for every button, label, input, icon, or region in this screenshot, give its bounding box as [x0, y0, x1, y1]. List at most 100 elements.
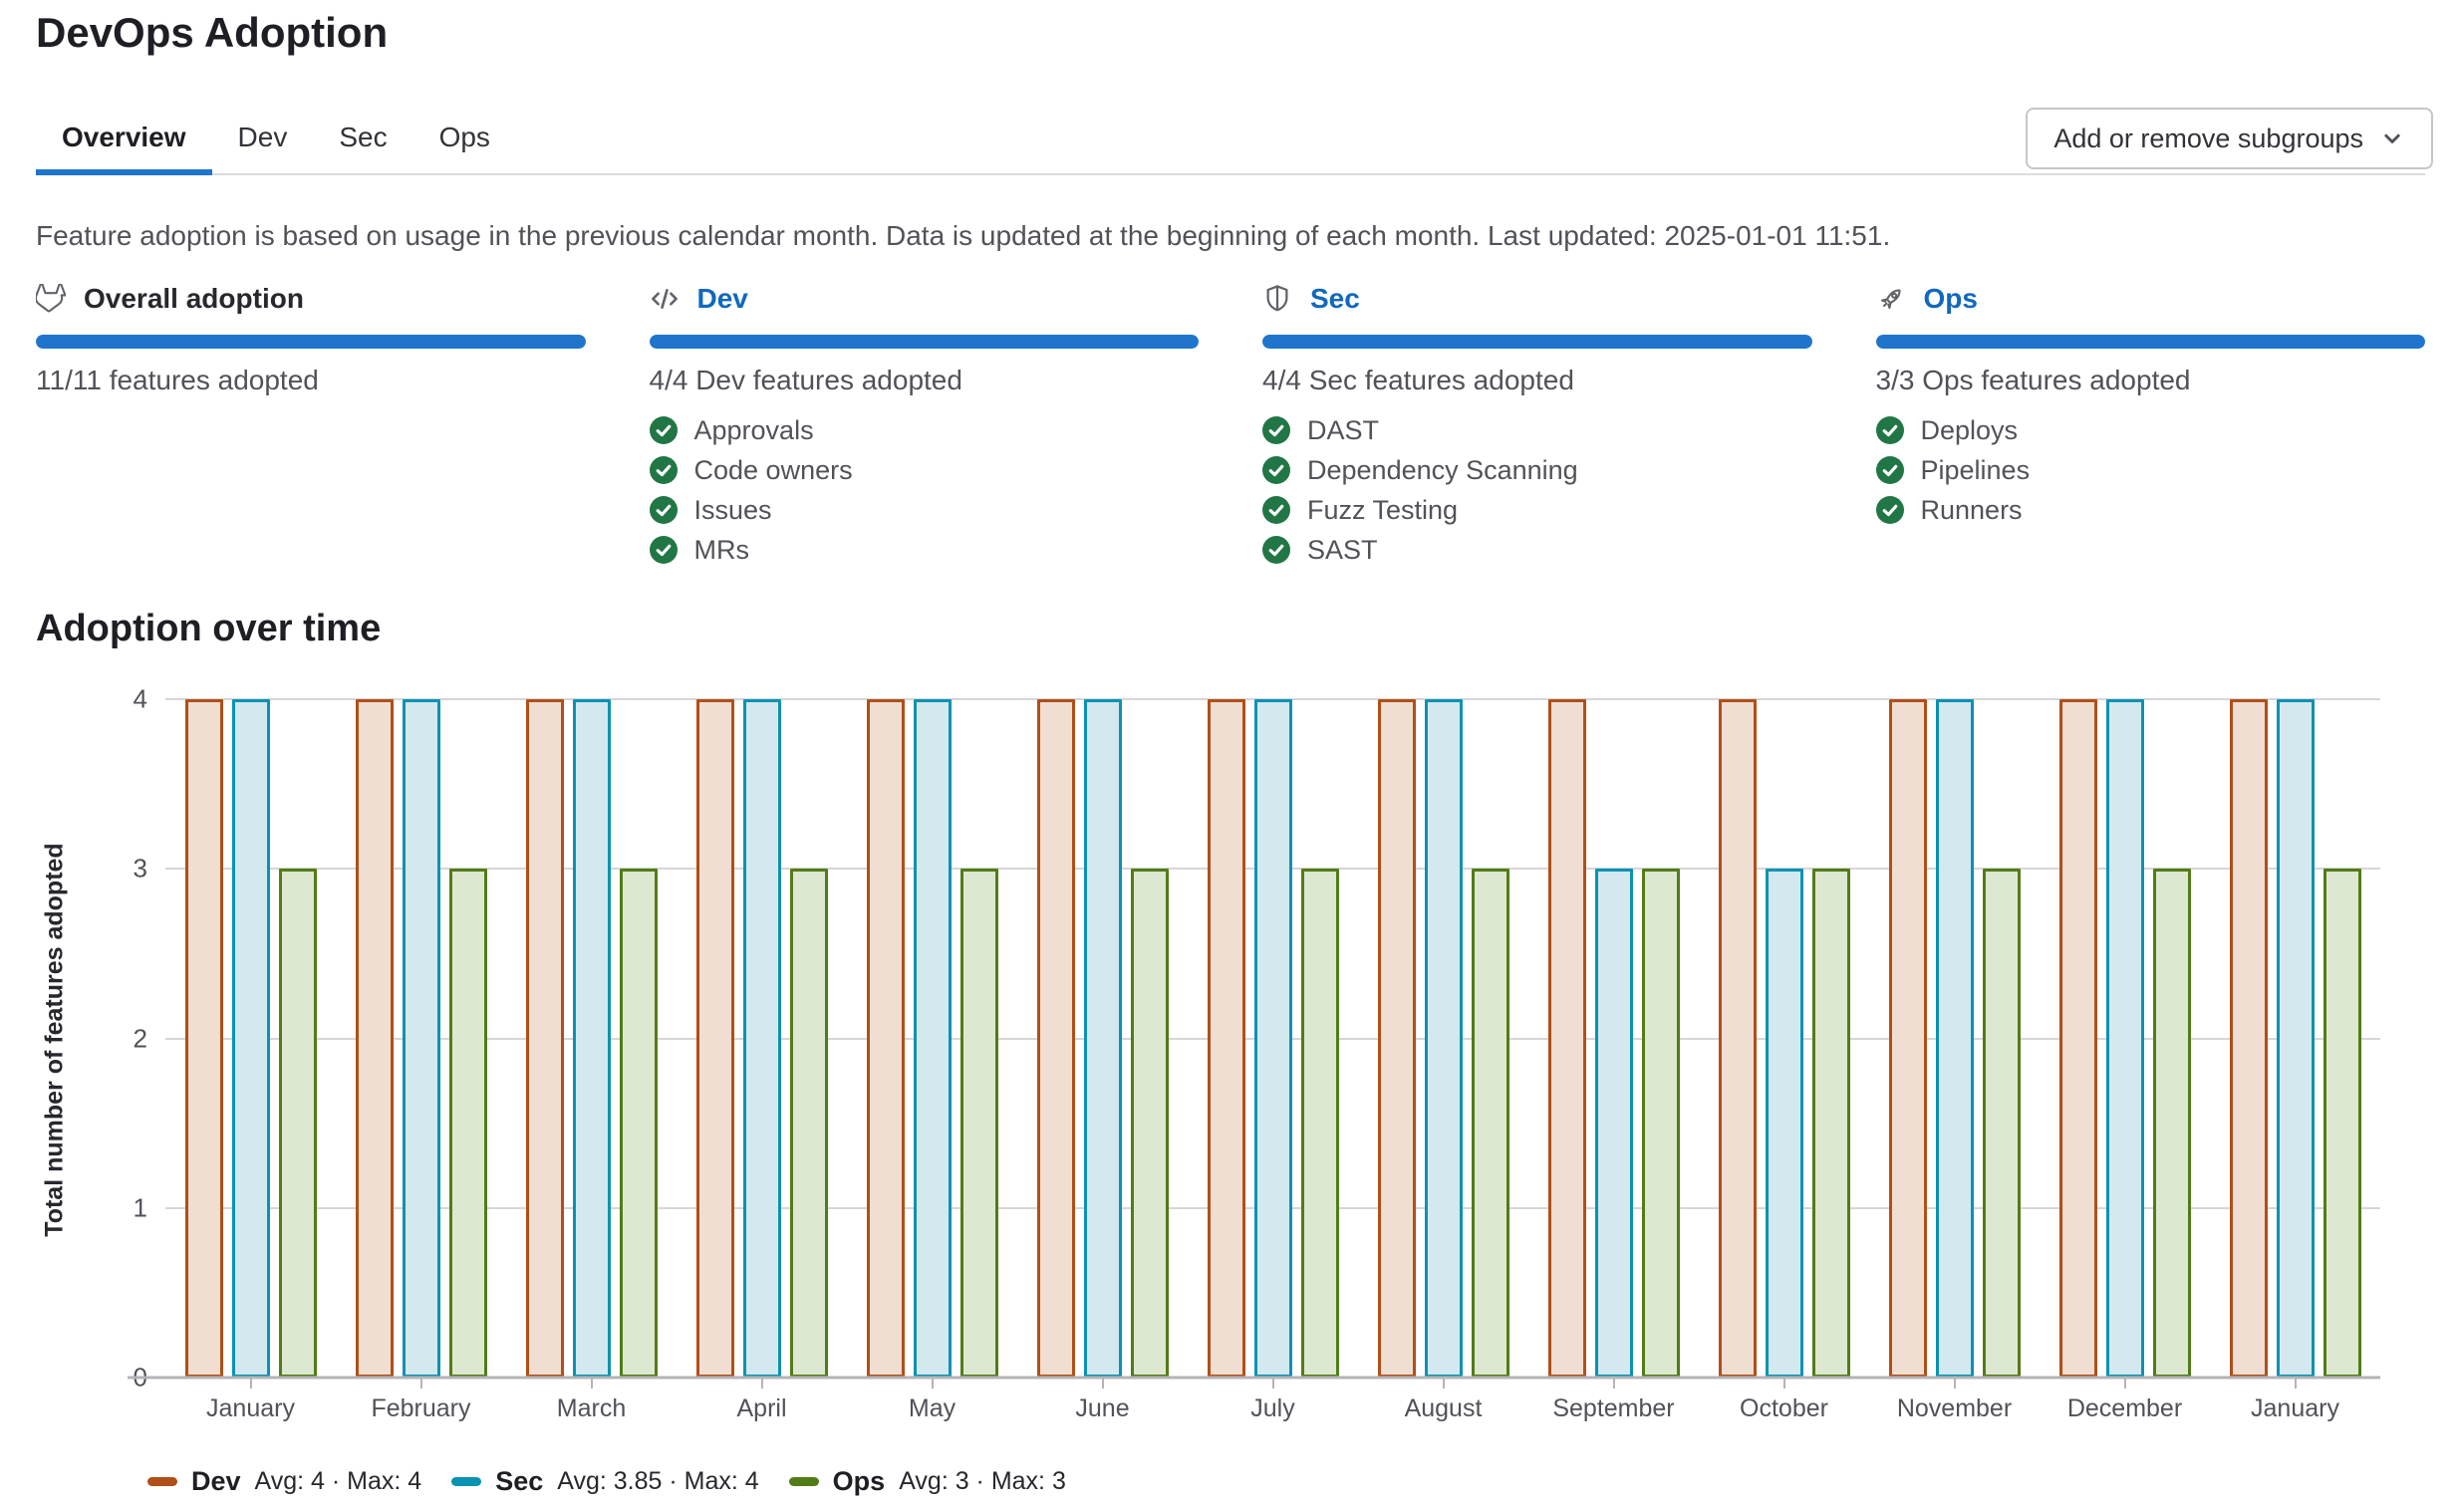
- card-overall-header: Overall adoption: [36, 281, 586, 317]
- x-tick: [1953, 1378, 1956, 1388]
- sec-progress-text: 4/4 Sec features adopted: [1262, 365, 1574, 395]
- adoption-summary-cards: Overall adoption 11/11 features adopted …: [36, 281, 2425, 570]
- bar-sec-november[interactable]: [1935, 699, 1974, 1378]
- x-axis-line: [128, 1376, 2380, 1380]
- sec-progress-bar: [1262, 335, 1812, 349]
- month-group-december: [2040, 699, 2210, 1388]
- legend-item-ops[interactable]: Ops Avg: 3 · Max: 3: [788, 1466, 1066, 1497]
- bar-sec-september[interactable]: [1594, 869, 1633, 1378]
- ops-progress-text: 3/3 Ops features adopted: [1875, 365, 2191, 395]
- bar-dev-june[interactable]: [1036, 699, 1075, 1378]
- legend-item-dev[interactable]: Dev Avg: 4 · Max: 4: [147, 1466, 421, 1497]
- bar-ops-january[interactable]: [278, 869, 317, 1378]
- bar-dev-april[interactable]: [695, 699, 734, 1378]
- month-group-september: [1528, 699, 1699, 1388]
- bar-dev-january[interactable]: [2229, 699, 2268, 1378]
- card-overall-title: Overall adoption: [84, 283, 304, 314]
- bar-dev-october[interactable]: [1718, 699, 1757, 1378]
- bar-ops-december[interactable]: [2152, 869, 2191, 1378]
- month-group-may: [847, 699, 1017, 1388]
- feature-label: Runners: [1920, 494, 2023, 525]
- feature-item: DAST: [1262, 410, 1812, 450]
- bar-ops-november[interactable]: [1982, 869, 2021, 1378]
- card-sec-title-link[interactable]: Sec: [1310, 283, 1360, 314]
- check-circle-icon: [649, 496, 678, 524]
- bar-ops-may[interactable]: [959, 869, 998, 1378]
- bar-dev-november[interactable]: [1888, 699, 1927, 1378]
- card-dev-title-link[interactable]: Dev: [696, 283, 748, 314]
- x-axis-label: April: [736, 1394, 787, 1422]
- tab-overview[interactable]: Overview: [36, 104, 212, 175]
- card-dev-header: Dev: [650, 281, 1200, 317]
- check-circle-icon: [1262, 536, 1290, 564]
- legend-item-sec[interactable]: Sec Avg: 3.85 · Max: 4: [451, 1466, 759, 1497]
- feature-item: Code owners: [649, 450, 1200, 490]
- bar-ops-february[interactable]: [448, 869, 487, 1378]
- bar-dev-july[interactable]: [1207, 699, 1245, 1378]
- bar-ops-june[interactable]: [1130, 869, 1169, 1378]
- bar-dev-may[interactable]: [866, 699, 905, 1378]
- ops-feature-list: Deploys Pipelines Runners: [1875, 410, 2426, 530]
- tab-dev[interactable]: Dev: [237, 122, 288, 152]
- bar-sec-december[interactable]: [2105, 699, 2144, 1378]
- feature-item: Issues: [649, 490, 1200, 530]
- check-circle-icon: [1262, 496, 1290, 524]
- card-dev: Dev 4/4 Dev features adopted Approvals C…: [649, 281, 1200, 570]
- ops-progress-bar: [1875, 335, 2425, 349]
- bar-ops-march[interactable]: [619, 869, 658, 1378]
- bar-dev-march[interactable]: [525, 699, 564, 1378]
- bar-sec-july[interactable]: [1253, 699, 1292, 1378]
- bar-sec-april[interactable]: [742, 699, 781, 1378]
- card-ops-title-link[interactable]: Ops: [1923, 283, 1978, 314]
- bar-sec-march[interactable]: [572, 699, 611, 1378]
- bar-ops-july[interactable]: [1300, 869, 1339, 1378]
- x-axis-labels: January February March April May June July Augu…: [165, 1394, 2380, 1423]
- bar-sec-august[interactable]: [1424, 699, 1463, 1378]
- feature-label: Deploys: [1920, 414, 2019, 445]
- bar-ops-september[interactable]: [1641, 869, 1680, 1378]
- bar-ops-january[interactable]: [2323, 869, 2361, 1378]
- bar-sec-may[interactable]: [913, 699, 952, 1378]
- feature-label: Pipelines: [1920, 454, 2031, 485]
- bar-dev-february[interactable]: [355, 699, 394, 1378]
- adoption-over-time-heading: Adoption over time: [36, 608, 382, 649]
- bar-ops-april[interactable]: [789, 869, 828, 1378]
- bar-dev-december[interactable]: [2058, 699, 2097, 1378]
- card-sec-header: Sec: [1262, 281, 1812, 317]
- legend-series-name: Dev: [191, 1466, 241, 1496]
- feature-item: Pipelines: [1875, 450, 2426, 490]
- chart-plot: 01234JanuaryFebruaryMarchAprilMayJuneJul…: [128, 684, 2380, 1422]
- bar-ops-august[interactable]: [1471, 869, 1509, 1378]
- add-or-remove-subgroups-button[interactable]: Add or remove subgroups: [2026, 108, 2433, 169]
- bar-sec-october[interactable]: [1765, 869, 1803, 1378]
- bar-sec-june[interactable]: [1083, 699, 1122, 1378]
- x-tick: [590, 1378, 593, 1388]
- bar-dev-august[interactable]: [1377, 699, 1416, 1378]
- bar-sec-january[interactable]: [231, 699, 270, 1378]
- card-ops-header: Ops: [1876, 281, 2426, 317]
- bar-dev-january[interactable]: [184, 699, 223, 1378]
- y-tick-label: 2: [133, 1023, 147, 1053]
- bar-dev-september[interactable]: [1547, 699, 1586, 1378]
- month-group-june: [1017, 699, 1188, 1388]
- tab-sec[interactable]: Sec: [339, 122, 388, 152]
- overall-progress-fill: [36, 335, 586, 349]
- bar-sec-january[interactable]: [2276, 699, 2315, 1378]
- card-overall-adoption: Overall adoption 11/11 features adopted: [36, 281, 586, 570]
- x-tick: [2294, 1378, 2297, 1388]
- bar-ops-october[interactable]: [1811, 869, 1850, 1378]
- month-group-october: [1699, 699, 1869, 1388]
- legend-swatch: [788, 1477, 819, 1486]
- month-group-march: [506, 699, 677, 1388]
- x-tick: [760, 1378, 763, 1388]
- adoption-over-time-chart: Total number of features adopted 01234Ja…: [0, 684, 2461, 1442]
- tab-ops[interactable]: Ops: [438, 122, 490, 152]
- bar-sec-february[interactable]: [402, 699, 440, 1378]
- check-circle-icon: [1262, 456, 1290, 484]
- check-circle-icon: [649, 416, 678, 444]
- page-title: DevOps Adoption: [36, 9, 389, 56]
- check-circle-icon: [1875, 456, 1904, 484]
- y-tick-label: 4: [133, 683, 147, 714]
- month-group-july: [1188, 699, 1358, 1388]
- feature-label: Code owners: [693, 454, 853, 485]
